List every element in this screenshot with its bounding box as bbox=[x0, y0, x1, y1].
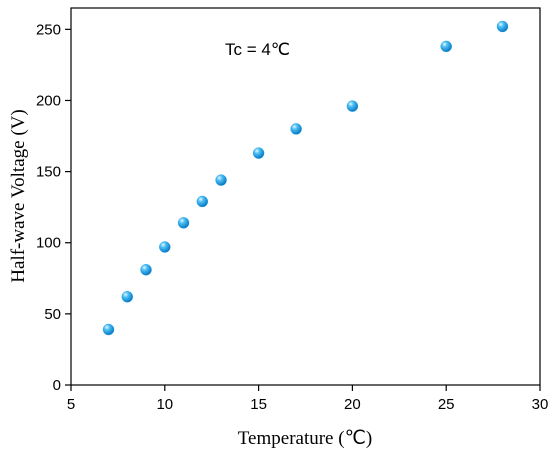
data-point bbox=[215, 174, 227, 186]
y-tick-label: 50 bbox=[44, 306, 61, 323]
x-tick-label: 25 bbox=[438, 396, 455, 413]
x-tick-label: 5 bbox=[67, 396, 75, 413]
data-points bbox=[102, 20, 509, 336]
data-point bbox=[496, 20, 509, 33]
data-point bbox=[177, 217, 190, 229]
data-point bbox=[102, 323, 115, 336]
annotation-tc: Tc = 4℃ bbox=[225, 40, 290, 59]
plot-frame bbox=[70, 7, 541, 386]
x-tick-label: 30 bbox=[532, 396, 549, 413]
y-axis: 0 50 100 150 200 250 bbox=[36, 21, 71, 394]
x-tick-label: 20 bbox=[344, 396, 361, 413]
y-tick-label: 100 bbox=[36, 235, 61, 252]
data-point bbox=[290, 123, 302, 135]
data-point bbox=[121, 291, 133, 303]
x-tick-label: 15 bbox=[250, 396, 267, 413]
x-axis-title: Temperature (℃) bbox=[238, 428, 372, 449]
data-point bbox=[252, 147, 265, 159]
x-tick-label: 10 bbox=[156, 396, 173, 413]
data-point bbox=[440, 40, 452, 53]
data-point bbox=[196, 195, 209, 208]
y-tick-label: 200 bbox=[36, 92, 61, 109]
y-axis-title: Half-wave Voltage (V) bbox=[8, 109, 29, 282]
y-tick-label: 150 bbox=[36, 164, 61, 181]
data-point bbox=[159, 241, 171, 253]
y-tick-label: 250 bbox=[36, 21, 61, 38]
data-point bbox=[140, 264, 152, 276]
data-point bbox=[346, 100, 359, 112]
x-axis: 5 10 15 20 25 30 bbox=[67, 385, 549, 413]
y-tick-label: 0 bbox=[53, 377, 61, 394]
